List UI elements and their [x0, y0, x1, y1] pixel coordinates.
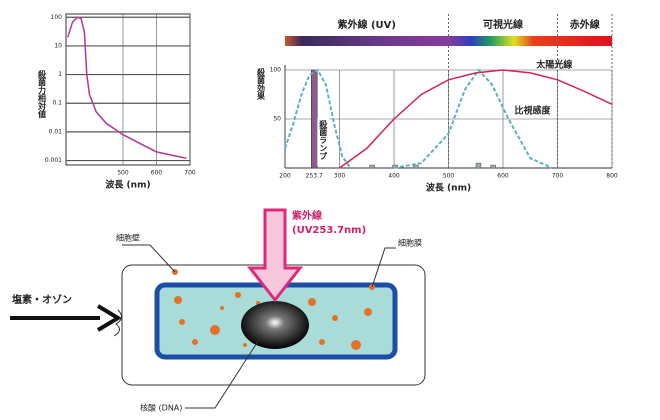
x-axis-label: 波長 (nm) — [105, 179, 150, 191]
x-tick-label: 800 — [606, 173, 618, 180]
region-label: 紫外線 (UV) — [338, 18, 396, 31]
lamp-label-bg — [317, 118, 330, 166]
cell-membrane-label: 細胞膜 — [398, 238, 422, 248]
x-tick-label: 500 — [443, 173, 455, 180]
lamp-line — [311, 69, 318, 169]
emission-line — [369, 164, 375, 169]
chem-label: 塩素・オゾン — [12, 293, 72, 306]
emission-line — [490, 164, 496, 169]
y-tick-label: 10 — [54, 42, 62, 49]
series-line — [393, 68, 553, 169]
x-tick-label: 400 — [388, 173, 400, 180]
leader — [122, 244, 176, 273]
x-tick-label: 500 — [117, 170, 129, 177]
spectrum-band — [285, 36, 612, 46]
y-tick-label: 100 — [270, 67, 282, 74]
x-tick-label: 253.7 — [306, 173, 323, 180]
leader — [185, 334, 263, 409]
x-tick-label: 700 — [184, 170, 196, 177]
uv-arrow — [246, 208, 304, 303]
y-tick-label: 0.01 — [49, 128, 63, 135]
y-tick-label: 1 — [58, 71, 62, 78]
x-tick-label: 700 — [552, 173, 564, 180]
y-tick-label: 0.1 — [52, 100, 62, 107]
region-label: 赤外線 — [570, 18, 600, 31]
x-tick-label: 600 — [151, 170, 163, 177]
dna-label: 核酸 (DNA) — [140, 403, 182, 413]
y-axis-label: 殺菌力相対値 — [37, 69, 47, 119]
particles — [172, 269, 375, 350]
series-line — [339, 69, 613, 169]
series-line — [284, 68, 352, 169]
uv-sub: (UV253.7nm) — [292, 225, 366, 236]
emission-line — [413, 164, 419, 169]
cell-diagram: 紫外線 (UV253.7nm) 細胞壁 細胞膜 塩素・オゾン 核酸 (DNA) — [10, 208, 426, 413]
x-tick-label: 600 — [497, 173, 509, 180]
cell-wall-label: 細胞壁 — [116, 233, 140, 243]
series-label: 太陽光線 — [535, 58, 572, 70]
x-tick-label: 300 — [334, 173, 346, 180]
y-tick-label: 0.001 — [45, 157, 62, 164]
y-tick-label: 100 — [51, 14, 63, 21]
y-axis-label: 殺菌効果 — [256, 67, 266, 101]
series-label: 比視感度 — [514, 105, 551, 117]
x-tick-label: 200 — [279, 173, 291, 180]
emission-line — [475, 162, 482, 169]
nucleus — [241, 301, 309, 349]
x-axis-label: 波長 (nm) — [426, 182, 471, 194]
lamp-label: 殺菌ランプ — [318, 119, 328, 160]
region-label: 可視光線 — [483, 18, 523, 31]
uv-label: 紫外線 — [292, 209, 322, 222]
chem-arrowhead — [96, 304, 122, 332]
series-line — [66, 16, 187, 160]
leader — [371, 247, 396, 288]
wall-gap — [113, 309, 122, 337]
y-tick-label: 50 — [273, 116, 281, 123]
